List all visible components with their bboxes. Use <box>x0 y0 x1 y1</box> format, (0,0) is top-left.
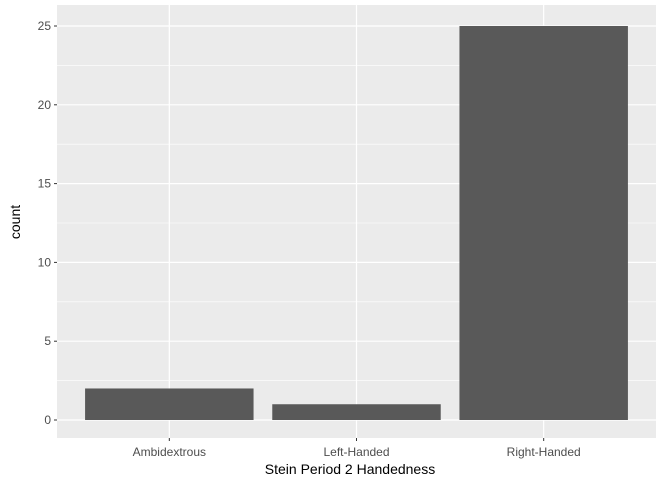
y-tick-label: 5 <box>44 334 51 348</box>
bar-right-handed <box>459 26 628 420</box>
x-axis-ticks: Ambidextrous Left-Handed Right-Handed <box>133 438 581 459</box>
bar-left-handed <box>272 404 441 420</box>
y-axis-title: count <box>7 205 23 239</box>
x-tick-label: Ambidextrous <box>133 445 206 459</box>
x-tick-label: Right-Handed <box>507 445 581 459</box>
y-tick-label: 25 <box>38 19 52 33</box>
y-axis-ticks: 0 5 10 15 20 25 <box>38 19 57 427</box>
y-tick-label: 20 <box>38 98 52 112</box>
bar-ambidextrous <box>85 388 254 420</box>
x-axis-title: Stein Period 2 Handedness <box>265 461 435 477</box>
x-tick-label: Left-Handed <box>323 445 389 459</box>
y-tick-label: 15 <box>38 177 52 191</box>
bars <box>85 26 628 420</box>
y-tick-label: 0 <box>44 413 51 427</box>
y-tick-label: 10 <box>38 255 52 269</box>
